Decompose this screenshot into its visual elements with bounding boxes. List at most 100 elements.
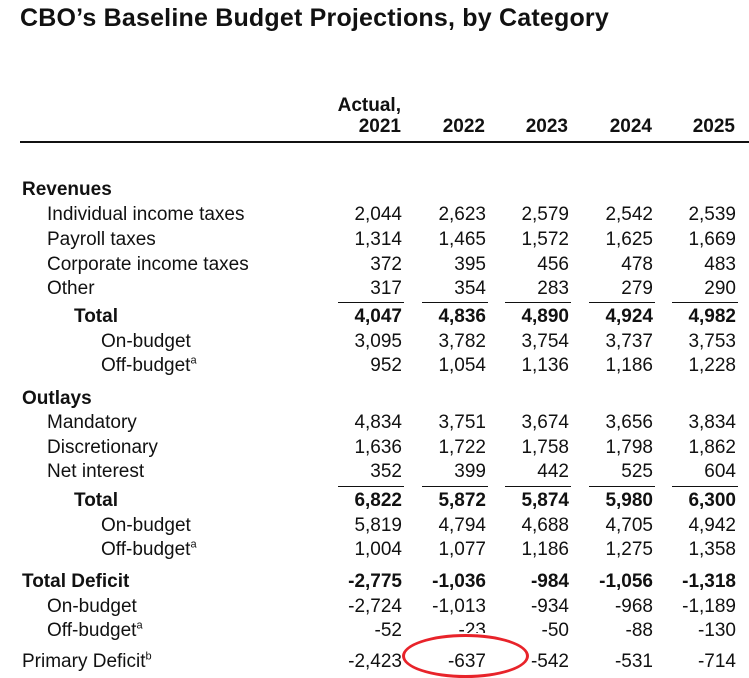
table-cell: -88 [625,620,653,641]
table-cell: 1,314 [354,229,402,250]
row-label-text: Discretionary [47,437,158,458]
table-cell: 3,674 [521,412,569,433]
table-row: On-budget 5,819 4,794 4,688 4,705 4,942 [0,515,749,539]
row-label-text: Net interest [47,461,145,482]
year-2025: 2025 [692,116,735,137]
footnote-marker: a [190,538,197,551]
row-label-text: On-budget [47,596,137,617]
row-label: Total [74,490,118,512]
table-cell: -52 [374,620,402,641]
table-cell: 5,872 [438,490,486,511]
table-cell: 5,874 [521,490,569,511]
row-label-text: Corporate income taxes [47,254,249,275]
row-label-text: Total [74,306,118,327]
table-cell: 3,754 [521,331,569,352]
table-cell: 1,077 [438,539,486,560]
table-cell: 3,782 [438,331,486,352]
page-title: CBO’s Baseline Budget Projections, by Ca… [20,4,609,32]
table-cell: 1,758 [521,437,569,458]
header-rule [20,141,749,143]
table-cell: 2,579 [521,204,569,225]
table-row: Total Deficit -2,775 -1,036 -984 -1,056 -1,31… [0,571,749,595]
table-cell: 2,539 [688,204,736,225]
table-cell: 4,794 [438,515,486,536]
table-cell: 3,656 [605,412,653,433]
table-cell: 352 [370,461,402,482]
table-cell: 1,669 [688,229,736,250]
table-cell: -714 [697,651,736,672]
row-label: Individual income taxes [47,204,245,226]
table-cell: -968 [614,596,653,617]
row-label: Off-budgeta [47,620,143,642]
table-cell: 2,044 [354,204,402,225]
row-label-text: Primary Deficit [22,651,146,672]
table-cell: -1,318 [682,571,736,592]
subtotal-rule [422,302,488,303]
table-cell: 456 [537,254,569,275]
year-2024: 2024 [609,116,652,137]
table-row: Primary Deficitb -2,423 -637 -542 -531 -714 [0,651,749,675]
table-cell: 604 [704,461,736,482]
row-label: On-budget [101,515,191,537]
table-cell: -542 [530,651,569,672]
table-cell: 525 [621,461,653,482]
table-cell: 952 [370,355,402,376]
row-label: Off-budgeta [101,539,197,561]
table-cell: 1,186 [605,355,653,376]
table-cell: 399 [454,461,486,482]
footnote-marker: b [145,650,152,663]
table-row: Individual income taxes 2,044 2,623 2,579 2,… [0,204,749,228]
row-label: Discretionary [47,437,158,459]
section-header: Revenues [0,179,749,203]
table-cell: -50 [541,620,569,641]
subtotal-rule [505,302,571,303]
table-cell: -2,775 [348,571,402,592]
annotation-occlusion [450,633,490,639]
subtotal-rule [422,486,488,487]
table-cell: -1,013 [432,596,486,617]
table-cell: 1,275 [605,539,653,560]
subtotal-rule [505,486,571,487]
table-cell: 1,862 [688,437,736,458]
column-header-actual-2021: Actual, 2021 [311,95,401,137]
table-cell: 1,798 [605,437,653,458]
row-label-text: Off-budget [101,355,191,376]
table-cell: 354 [454,278,486,299]
table-cell: 3,751 [438,412,486,433]
table-cell: 1,004 [354,539,402,560]
year-2023: 2023 [525,116,568,137]
table-cell: 4,705 [605,515,653,536]
table-cell: 4,836 [438,306,486,327]
subtotal-rule [338,302,404,303]
row-label-text: Other [47,278,95,299]
row-label: Mandatory [47,412,137,434]
table-cell: -2,724 [348,596,402,617]
row-label-text: On-budget [101,331,191,352]
table-cell: 1,636 [354,437,402,458]
table-cell: 1,572 [521,229,569,250]
row-label: Revenues [22,179,112,201]
table-cell: 283 [537,278,569,299]
row-label: Primary Deficitb [22,651,152,673]
table-row: On-budget 3,095 3,782 3,754 3,737 3,753 [0,331,749,355]
subtotal-rule [589,302,655,303]
table-cell: -637 [447,651,486,672]
row-label: Payroll taxes [47,229,156,251]
table-cell: 4,924 [605,306,653,327]
table-row: Total 4,047 4,836 4,890 4,924 4,982 [0,306,749,330]
row-label-text: Off-budget [47,620,137,641]
row-label: Total Deficit [22,571,129,593]
table-cell: 442 [537,461,569,482]
table-cell: 4,890 [521,306,569,327]
row-label-text: Payroll taxes [47,229,156,250]
subtotal-rule [338,486,404,487]
table-row: Total 6,822 5,872 5,874 5,980 6,300 [0,490,749,514]
row-label: Corporate income taxes [47,254,249,276]
table-cell: 4,942 [688,515,736,536]
row-label: Outlays [22,388,92,410]
table-cell: -984 [530,571,569,592]
table-cell: 3,095 [354,331,402,352]
subtotal-rule [672,486,738,487]
table-row: Off-budgeta -52 -23 -50 -88 -130 [0,620,749,644]
table-cell: -2,423 [348,651,402,672]
